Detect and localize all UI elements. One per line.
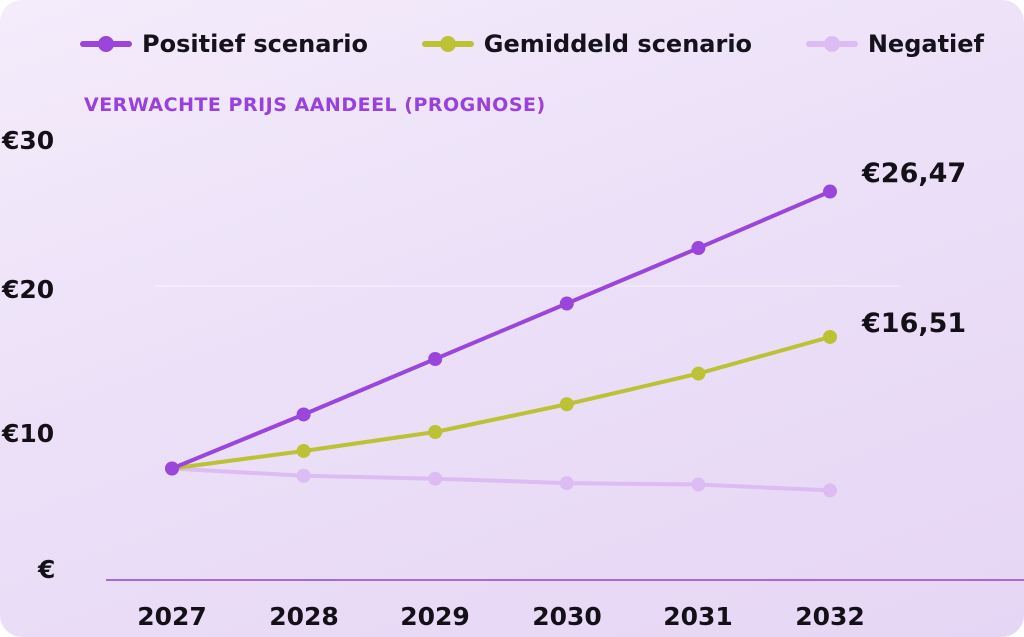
y-tick-label: €20 bbox=[2, 275, 55, 304]
legend-label-gemiddeld: Gemiddeld scenario bbox=[483, 30, 753, 58]
data-point-positief[interactable] bbox=[823, 184, 837, 199]
series-line-negatief bbox=[170, 466, 832, 493]
data-point-gemiddeld[interactable] bbox=[691, 366, 706, 381]
legend-swatch-positief bbox=[80, 36, 132, 52]
data-point-positief[interactable] bbox=[559, 296, 574, 311]
legend-label-negatief: Negatief bbox=[867, 30, 984, 58]
end-value-label-gemiddeld: €16,51 bbox=[862, 308, 967, 339]
chart-legend: Positief scenario Gemiddeld scenario Neg… bbox=[80, 30, 984, 58]
data-point-positief[interactable] bbox=[165, 461, 179, 476]
legend-item-gemiddeld[interactable]: Gemiddeld scenario bbox=[421, 30, 753, 58]
data-point-negatief[interactable] bbox=[691, 477, 706, 492]
x-tick-label: 2028 bbox=[269, 602, 339, 631]
data-point-gemiddeld[interactable] bbox=[428, 425, 443, 439]
data-point-negatief[interactable] bbox=[428, 471, 443, 486]
data-point-negatief[interactable] bbox=[296, 468, 311, 483]
series-line-positief bbox=[170, 189, 832, 471]
y-tick-label: €30 bbox=[2, 126, 55, 155]
data-point-negatief[interactable] bbox=[823, 483, 837, 498]
data-point-gemiddeld[interactable] bbox=[559, 397, 574, 412]
x-tick-label: 2027 bbox=[137, 602, 207, 631]
x-tick-label: 2029 bbox=[400, 602, 470, 631]
data-point-positief[interactable] bbox=[296, 407, 311, 422]
legend-swatch-gemiddeld bbox=[421, 36, 474, 52]
x-tick-label: 2031 bbox=[663, 602, 733, 631]
y-tick-label: €10 bbox=[2, 419, 55, 448]
legend-swatch-negatief bbox=[805, 36, 858, 52]
x-tick-label: 2030 bbox=[532, 602, 602, 631]
x-tick-label: 2032 bbox=[795, 602, 865, 631]
legend-label-positief: Positief scenario bbox=[142, 30, 368, 58]
data-point-negatief[interactable] bbox=[559, 476, 574, 491]
data-point-positief[interactable] bbox=[428, 352, 443, 366]
data-point-gemiddeld[interactable] bbox=[296, 443, 311, 458]
chart-subtitle: VERWACHTE PRIJS AANDEEL (PROGNOSE) bbox=[84, 94, 546, 116]
end-value-label-positief: €26,47 bbox=[862, 158, 967, 189]
y-tick-label: € bbox=[38, 555, 56, 584]
legend-item-positief[interactable]: Positief scenario bbox=[80, 30, 368, 58]
data-point-gemiddeld[interactable] bbox=[823, 329, 837, 344]
data-point-positief[interactable] bbox=[691, 241, 706, 256]
series-line-gemiddeld bbox=[170, 334, 832, 471]
legend-item-negatief[interactable]: Negatief bbox=[805, 30, 984, 58]
